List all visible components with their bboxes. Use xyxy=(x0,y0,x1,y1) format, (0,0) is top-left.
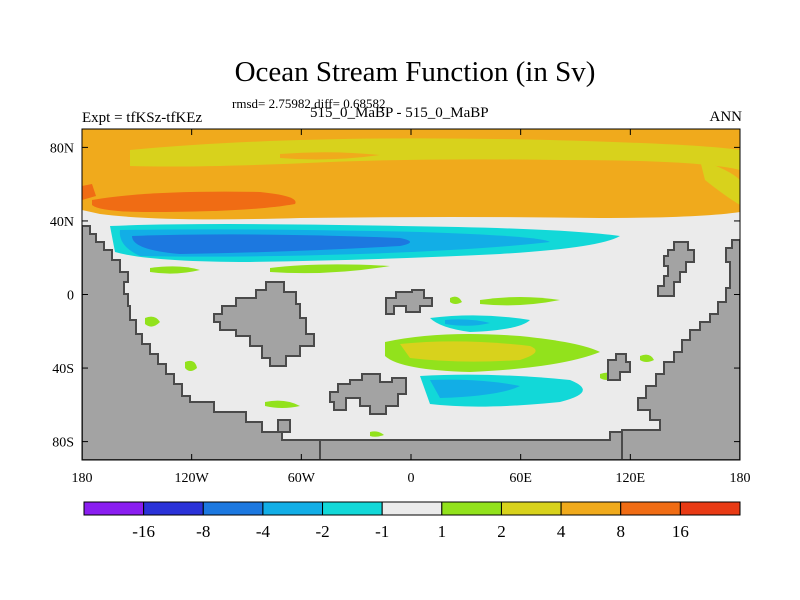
x-tick-label: 120W xyxy=(175,471,210,486)
colorbar-swatch xyxy=(560,501,622,516)
green-patch-n1 xyxy=(150,266,200,274)
island-east-n xyxy=(657,241,695,297)
y-tick-label: 80S xyxy=(52,436,74,451)
colorbar-level-label: -16 xyxy=(132,522,155,541)
x-tick-label: 60E xyxy=(509,471,532,486)
landmass-west xyxy=(82,225,321,460)
southern-blue xyxy=(430,379,520,398)
green-patch-s3 xyxy=(370,431,384,437)
stats-text: rmsd= 2.75982 diff= 0.68582 xyxy=(232,96,386,111)
green-patch-s1 xyxy=(185,360,197,371)
colorbar-swatch xyxy=(679,501,741,516)
southern-yellow xyxy=(400,341,536,362)
colorbar-swatch xyxy=(441,501,502,516)
island-pacific-1 xyxy=(213,281,315,367)
colorbar: -16 -8 -4 -2 -1 1 2 4 8 16 xyxy=(83,501,741,541)
landmass-east xyxy=(621,239,740,460)
north-band-red xyxy=(92,191,296,212)
colorbar-swatch xyxy=(262,501,324,516)
southern-blue-2 xyxy=(445,319,490,326)
island-south-atlantic xyxy=(329,373,407,415)
green-patch-n2 xyxy=(270,264,390,274)
colorbar-swatch xyxy=(143,501,204,516)
green-patch-n3 xyxy=(480,297,560,306)
colorbar-level-label: -8 xyxy=(196,522,210,541)
x-tick-label: 60W xyxy=(288,471,316,486)
colorbar-level-label: 8 xyxy=(616,522,625,541)
colorbar-level-label: 2 xyxy=(497,522,506,541)
y-tick-label: 80N xyxy=(50,141,74,156)
colorbar-level-label: 16 xyxy=(672,522,689,541)
green-patch-n5 xyxy=(450,296,462,304)
north-band-red-small xyxy=(82,184,96,200)
colorbar-swatch xyxy=(202,501,264,516)
colorbar-swatch xyxy=(83,501,145,516)
north-band-yellow-east xyxy=(700,160,740,205)
colorbar-level-label: 1 xyxy=(438,522,447,541)
north-band-yellow xyxy=(130,138,740,170)
colorbar-level-label: 4 xyxy=(557,522,566,541)
colorbar-level-label: -2 xyxy=(315,522,329,541)
green-patch-n4 xyxy=(145,316,160,327)
subpolar-gyre-core xyxy=(132,234,410,254)
island-atlantic-n xyxy=(385,289,433,315)
y-tick-label: 40S xyxy=(52,362,74,377)
experiment-label: Expt = tfKSz-tfKEz xyxy=(82,110,203,126)
colorbar-swatch xyxy=(500,501,562,516)
season-label: ANN xyxy=(709,109,743,125)
colorbar-swatch xyxy=(322,501,383,516)
colorbar-swatch xyxy=(381,501,443,516)
y-tick-label: 40N xyxy=(50,215,74,230)
island-south-small xyxy=(277,419,291,433)
x-tick-label: 120E xyxy=(616,471,646,486)
north-band-orange-inner xyxy=(280,152,380,160)
x-tick-label: 180 xyxy=(72,471,93,486)
period-label: 515_0_MaBP - 515_0_MaBP xyxy=(310,105,489,121)
colorbar-swatch xyxy=(620,501,681,516)
x-tick-label: 0 xyxy=(408,471,415,486)
colorbar-level-label: -1 xyxy=(375,522,389,541)
island-east-s xyxy=(607,353,631,381)
green-patch-s2 xyxy=(265,400,300,408)
colorbar-level-label: -4 xyxy=(256,522,271,541)
y-tick-label: 0 xyxy=(67,289,74,304)
green-patch-s4 xyxy=(640,354,654,362)
x-tick-label: 180 xyxy=(730,471,751,486)
chart-title: Ocean Stream Function (in Sv) xyxy=(234,56,596,88)
